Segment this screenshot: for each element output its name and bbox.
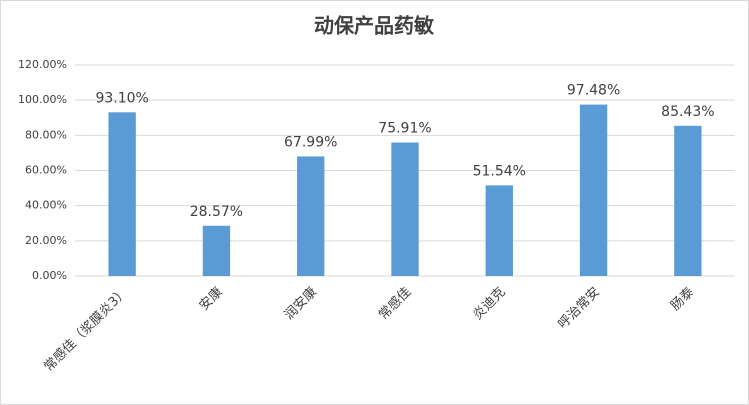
- y-tick-label: 120.00%: [18, 58, 67, 71]
- value-label: 67.99%: [284, 134, 337, 150]
- y-tick-label: 40.00%: [25, 199, 67, 212]
- value-label: 93.10%: [95, 90, 148, 106]
- y-tick-label: 0.00%: [32, 269, 67, 282]
- bar: [579, 104, 608, 277]
- bar: [485, 185, 513, 276]
- value-label: 51.54%: [473, 163, 526, 179]
- y-tick-label: 20.00%: [25, 234, 67, 247]
- chart-title: 动保产品药敏: [314, 14, 435, 38]
- bar: [297, 156, 325, 276]
- y-tick-label: 80.00%: [25, 128, 67, 141]
- value-label: 97.48%: [567, 83, 620, 99]
- y-tick-label: 60.00%: [25, 164, 67, 177]
- value-label: 28.57%: [190, 204, 243, 220]
- y-tick-label: 100.00%: [18, 93, 67, 106]
- bar: [202, 225, 231, 276]
- bar: [391, 142, 419, 276]
- value-label: 85.43%: [661, 104, 714, 120]
- bar: [108, 112, 136, 276]
- bar: [674, 125, 702, 276]
- value-label: 75.91%: [378, 121, 431, 137]
